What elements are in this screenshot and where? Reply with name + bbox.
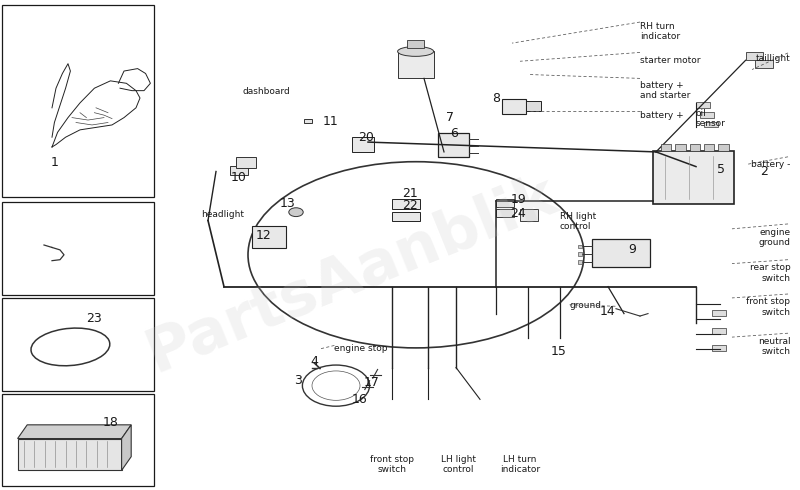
Text: battery +
and starter: battery + and starter [640,81,690,100]
Bar [578,245,582,248]
Bar [392,212,420,221]
Bar [661,144,671,151]
Bar [496,199,514,207]
Text: rear stop
switch: rear stop switch [750,263,790,283]
Bar [236,157,256,168]
Bar [252,226,286,248]
Text: 24: 24 [510,207,526,220]
Bar [2,202,154,295]
Text: oil
sensor: oil sensor [696,109,726,128]
Text: RH light
control: RH light control [560,212,596,231]
Bar [526,101,541,111]
Text: 9: 9 [628,244,636,256]
Bar [696,102,710,108]
Bar [704,122,718,127]
Text: 14: 14 [600,305,616,318]
Bar [230,166,248,175]
Text: front stop
switch: front stop switch [746,297,790,317]
Text: 15: 15 [550,345,566,358]
Text: 8: 8 [492,92,500,104]
Bar [496,209,514,217]
Text: 18: 18 [102,416,118,429]
Bar [592,239,650,267]
Bar [2,5,154,197]
Text: 20: 20 [358,131,374,144]
Bar [718,144,729,151]
Text: 11: 11 [322,115,338,127]
Text: neutral
switch: neutral switch [758,337,790,356]
Bar [712,345,726,351]
Text: 6: 6 [450,127,458,140]
Text: 4: 4 [310,355,318,368]
Bar [2,394,154,486]
Bar [712,328,726,334]
Bar [2,298,154,391]
Bar [700,112,714,118]
Bar [392,199,420,209]
Bar [578,252,582,256]
Text: 1: 1 [50,156,58,169]
Text: RH turn
indicator: RH turn indicator [640,22,680,42]
Text: engine
ground: engine ground [758,228,790,247]
Text: 16: 16 [352,393,368,406]
Bar [578,260,582,264]
Bar [746,52,763,60]
Text: 7: 7 [446,111,454,124]
Text: battery -: battery - [751,160,790,169]
Bar [398,51,434,78]
Bar [653,151,734,204]
Bar [675,144,686,151]
Bar [704,144,714,151]
Text: 19: 19 [510,193,526,206]
Bar [690,144,700,151]
Text: 10: 10 [230,171,246,184]
Text: front stop
switch: front stop switch [370,455,414,474]
Text: 17: 17 [364,376,380,389]
Bar [502,99,526,114]
Text: taillight: taillight [756,54,790,63]
Polygon shape [122,425,131,470]
Text: 22: 22 [402,199,418,212]
Text: ground: ground [570,301,602,310]
Text: headlight: headlight [202,210,245,219]
Text: LH light
control: LH light control [441,455,476,474]
Text: LH turn
indicator: LH turn indicator [500,455,540,474]
Bar [18,439,122,470]
Text: PartsAanblik: PartsAanblik [138,165,566,384]
Bar [755,60,773,68]
Bar [520,209,538,221]
Ellipse shape [398,47,434,56]
Bar [352,137,374,152]
Text: 13: 13 [280,197,296,210]
Bar [712,310,726,316]
Circle shape [289,208,303,217]
Text: 2: 2 [760,165,768,178]
Text: 23: 23 [86,312,102,325]
Text: 12: 12 [256,229,272,242]
Text: dashboard: dashboard [242,87,290,96]
Text: 3: 3 [294,374,302,387]
Polygon shape [18,425,131,439]
Bar [407,40,424,48]
Text: 5: 5 [717,163,725,175]
Text: battery +: battery + [640,111,684,120]
Text: engine stop: engine stop [334,344,388,353]
Text: starter motor: starter motor [640,56,701,65]
Bar [438,133,469,157]
Text: 21: 21 [402,187,418,200]
Bar [304,119,312,123]
